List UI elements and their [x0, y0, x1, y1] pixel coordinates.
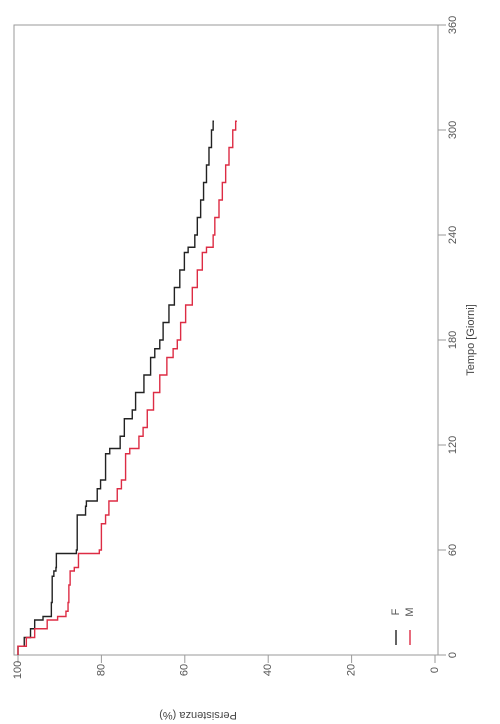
- x-tick-label: 240: [447, 226, 459, 244]
- y-axis-title: Persistenza (%): [159, 709, 237, 721]
- x-tick-label: 360: [447, 16, 459, 34]
- y-tick-label: 100: [12, 661, 24, 679]
- series-line-m: [17, 120, 237, 655]
- series-layer: [17, 120, 237, 655]
- y-tick-label: 0: [429, 667, 441, 673]
- legend-label: F: [390, 608, 402, 615]
- x-axis: 0 60 120 180 240 300 360: [438, 16, 459, 658]
- x-tick-label: 300: [447, 121, 459, 139]
- x-tick-label: 120: [447, 436, 459, 454]
- y-axis: 0 20 40 60 80 100: [12, 655, 441, 679]
- plot-frame: [13, 24, 439, 656]
- y-tick-label: 60: [179, 664, 191, 676]
- y-tick-label: 40: [262, 664, 274, 676]
- x-tick-label: 0: [447, 652, 459, 658]
- x-tick-label: 60: [447, 544, 459, 556]
- x-axis-title: Tempo [Giorni]: [465, 304, 477, 376]
- y-tick-label: 80: [95, 664, 107, 676]
- series-line-f: [17, 120, 214, 655]
- legend-label: M: [404, 607, 416, 616]
- y-tick-label: 20: [346, 664, 358, 676]
- x-tick-label: 180: [447, 331, 459, 349]
